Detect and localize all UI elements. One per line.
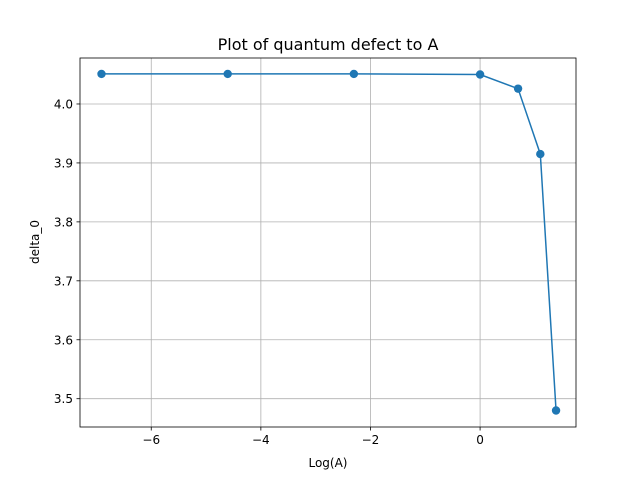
data-point	[349, 69, 359, 79]
x-tick-label: −2	[362, 433, 380, 447]
data-point	[551, 406, 561, 415]
x-axis-label: Log(A)	[308, 456, 347, 470]
x-tick-label: 0	[476, 433, 484, 447]
data-point	[97, 69, 106, 79]
chart-title: Plot of quantum defect to A	[218, 35, 439, 54]
y-tick-label: 3.5	[54, 392, 73, 406]
grid-layer	[80, 58, 576, 427]
data-point	[223, 69, 232, 79]
y-tick-label: 3.8	[54, 215, 73, 229]
y-axis-label: delta_0	[28, 220, 42, 264]
series-layer	[97, 69, 561, 415]
data-point	[513, 84, 523, 93]
data-point	[536, 149, 545, 159]
y-tick-label: 3.6	[54, 333, 73, 347]
plot-frame	[79, 57, 577, 428]
ticks-layer: −6 −4 −2 0 3.5 3.6 3.7 3.8 3.9 4.0	[54, 97, 484, 447]
x-tick-label: −6	[142, 433, 160, 447]
y-tick-label: 3.7	[54, 274, 73, 288]
data-point	[475, 70, 485, 79]
y-tick-label: 3.9	[54, 156, 73, 170]
y-tick-label: 4.0	[54, 97, 73, 111]
x-tick-label: −4	[252, 433, 270, 447]
